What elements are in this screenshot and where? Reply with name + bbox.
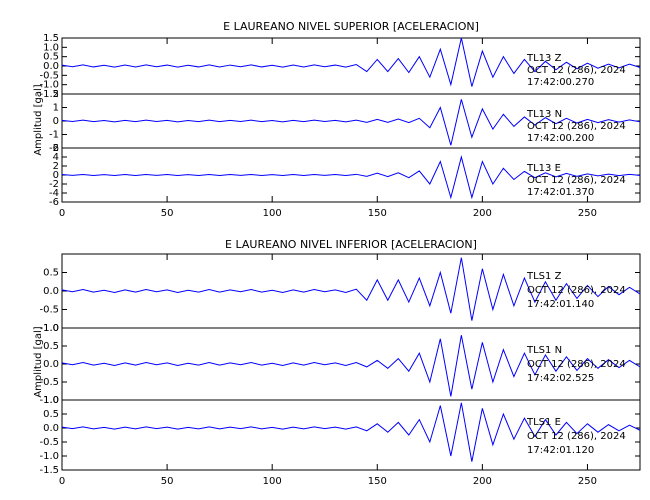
y-tick-label: -1.0 — [39, 451, 59, 462]
y-tick-label: -1.0 — [39, 323, 59, 334]
trace-annotation: 17:42:01.140 — [527, 299, 594, 310]
y-tick-label: 0.5 — [43, 52, 59, 63]
x-tick-label: 0 — [59, 476, 65, 487]
y-tick-label: -2 — [49, 143, 59, 154]
x-tick-label: 200 — [473, 476, 492, 487]
waveform — [61, 402, 641, 462]
y-tick-label: -4 — [49, 188, 59, 199]
y-axis-label: Amplitud [gal] — [33, 326, 44, 397]
y-tick-label: -1 — [49, 130, 59, 141]
chart-title: E LAUREANO NIVEL INFERIOR [ACELERACION] — [225, 238, 477, 251]
x-tick-label: 150 — [368, 208, 387, 219]
waveform — [61, 37, 641, 87]
y-tick-label: 1 — [53, 103, 59, 114]
y-tick-label: 2 — [53, 89, 59, 100]
trace-annotation: OCT 12 (286), 2024 — [527, 121, 626, 132]
waveform — [61, 99, 641, 146]
y-tick-label: -1.5 — [39, 465, 59, 476]
trace-annotation: 17:42:02.525 — [527, 373, 594, 384]
x-tick-label: 50 — [161, 476, 174, 487]
y-tick-label: -2 — [49, 179, 59, 190]
y-tick-label: -1.0 — [39, 395, 59, 406]
panel-frame — [61, 399, 641, 471]
trace-annotation: TL13 N — [526, 109, 562, 120]
y-tick-label: -0.5 — [39, 377, 59, 388]
y-tick-label: 0.0 — [43, 359, 59, 370]
y-tick-label: 0 — [53, 116, 59, 127]
y-tick-label: 0.5 — [43, 268, 59, 279]
y-tick-label: -1.5 — [39, 89, 59, 100]
trace-annotation: OCT 12 (286), 2024 — [527, 65, 626, 76]
waveform — [61, 257, 641, 321]
x-tick-label: 150 — [368, 476, 387, 487]
y-tick-label: 1.0 — [43, 42, 59, 53]
x-tick-label: 100 — [263, 208, 282, 219]
y-tick-label: 0.0 — [43, 61, 59, 72]
trace-annotation: OCT 12 (286), 2024 — [527, 359, 626, 370]
trace-annotation: TLS1 N — [526, 345, 562, 356]
y-tick-label: -1.0 — [39, 80, 59, 91]
y-tick-label: 0.5 — [43, 341, 59, 352]
trace-annotation: OCT 12 (286), 2024 — [527, 431, 626, 442]
x-tick-label: 50 — [161, 208, 174, 219]
x-tick-label: 200 — [473, 208, 492, 219]
x-tick-label: 250 — [578, 476, 597, 487]
x-tick-label: 250 — [578, 208, 597, 219]
y-tick-label: -0.5 — [39, 305, 59, 316]
trace-annotation: TLS1 Z — [526, 271, 562, 282]
trace-annotation: TL13 Z — [526, 53, 562, 64]
y-tick-label: 1.0 — [43, 323, 59, 334]
trace-annotation: 17:42:00.200 — [527, 133, 594, 144]
y-tick-label: 4 — [53, 152, 59, 163]
y-tick-label: 0 — [53, 170, 59, 181]
x-tick-label: 100 — [263, 476, 282, 487]
y-tick-label: 2 — [53, 161, 59, 172]
trace-annotation: 17:42:01.370 — [527, 187, 594, 198]
trace-annotation: 17:42:00.270 — [527, 77, 594, 88]
waveform — [61, 155, 641, 200]
y-tick-label: 0.0 — [43, 286, 59, 297]
y-tick-label: -0.5 — [39, 437, 59, 448]
trace-annotation: TLS1 E — [526, 417, 561, 428]
y-tick-label: 6 — [53, 143, 59, 154]
y-tick-label: 0.0 — [43, 423, 59, 434]
trace-annotation: OCT 12 (286), 2024 — [527, 175, 626, 186]
y-tick-label: 0.5 — [43, 409, 59, 420]
waveform — [61, 335, 641, 397]
y-tick-label: 1.5 — [43, 33, 59, 44]
trace-annotation: 17:42:01.120 — [527, 445, 594, 456]
trace-annotation: OCT 12 (286), 2024 — [527, 285, 626, 296]
y-tick-label: 1.0 — [43, 395, 59, 406]
y-axis-label: Amplitud [gal] — [33, 84, 44, 155]
x-tick-label: 0 — [59, 208, 65, 219]
y-tick-label: -6 — [49, 197, 59, 208]
chart-title: E LAUREANO NIVEL SUPERIOR [ACELERACION] — [223, 20, 479, 33]
y-tick-label: -0.5 — [39, 70, 59, 81]
trace-annotation: TL13 E — [526, 163, 561, 174]
